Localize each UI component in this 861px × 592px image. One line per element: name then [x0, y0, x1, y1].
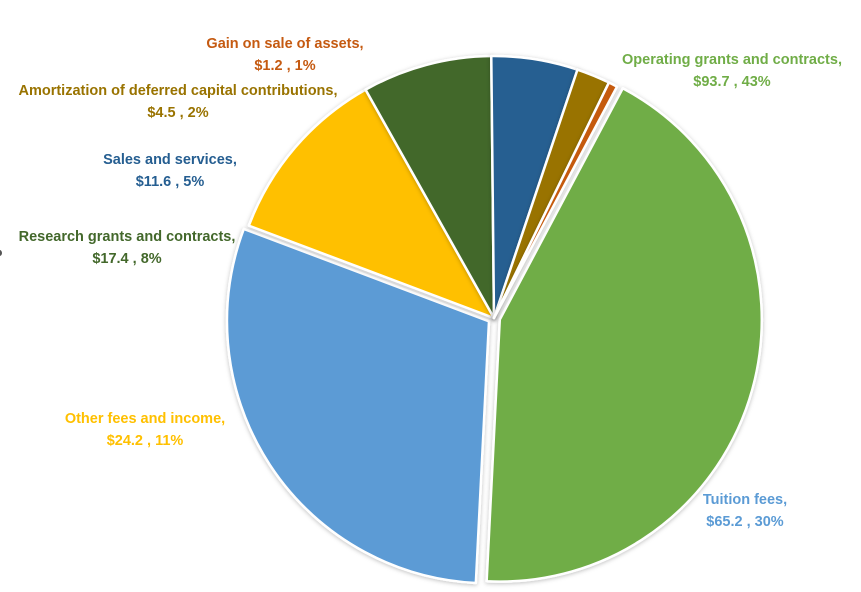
label-gain-on-sale-name: Gain on sale of assets,: [206, 36, 364, 52]
stray-mark: [0, 250, 2, 256]
label-operating-grants: Operating grants and contracts, $93.7 , …: [612, 49, 852, 93]
label-sales-services-value: $11.6 , 5%: [135, 174, 205, 190]
pie-slice-other-fees-and-income: [247, 88, 496, 320]
label-operating-grants-value: $93.7 , 43%: [693, 74, 771, 90]
label-tuition-fees-name: Tuition fees,: [702, 492, 788, 508]
label-operating-grants-name: Operating grants and contracts,: [622, 52, 842, 68]
label-research-grants-name: Research grants and contracts,: [18, 229, 236, 245]
label-other-fees-name: Other fees and income,: [64, 411, 226, 427]
pie-slice-tuition-fees: [225, 227, 491, 585]
label-research-grants-value: $17.4 , 8%: [92, 251, 162, 267]
label-tuition-fees: Tuition fees, $65.2 , 30%: [680, 489, 810, 533]
label-amortization-value: $4.5 , 2%: [147, 105, 209, 121]
pie-slice-research-grants-and-contracts: [364, 54, 496, 320]
label-other-fees: Other fees and income, $24.2 , 11%: [50, 408, 240, 452]
pie-slice-gain-on-sale-of-assets: [492, 81, 619, 320]
label-research-grants: Research grants and contracts, $17.4 , 8…: [10, 226, 244, 270]
label-sales-services: Sales and services, $11.6 , 5%: [90, 149, 250, 193]
label-tuition-fees-value: $65.2 , 30%: [706, 514, 784, 530]
pie-slice-operating-grants-and-contracts: [485, 87, 764, 583]
label-amortization-name: Amortization of deferred capital contrib…: [18, 83, 338, 99]
label-sales-services-name: Sales and services,: [103, 152, 237, 168]
label-amortization: Amortization of deferred capital contrib…: [2, 80, 354, 124]
label-gain-on-sale-value: $1.2 , 1%: [254, 58, 316, 74]
label-other-fees-value: $24.2 , 11%: [106, 433, 184, 449]
label-gain-on-sale: Gain on sale of assets, $1.2 , 1%: [195, 33, 375, 77]
